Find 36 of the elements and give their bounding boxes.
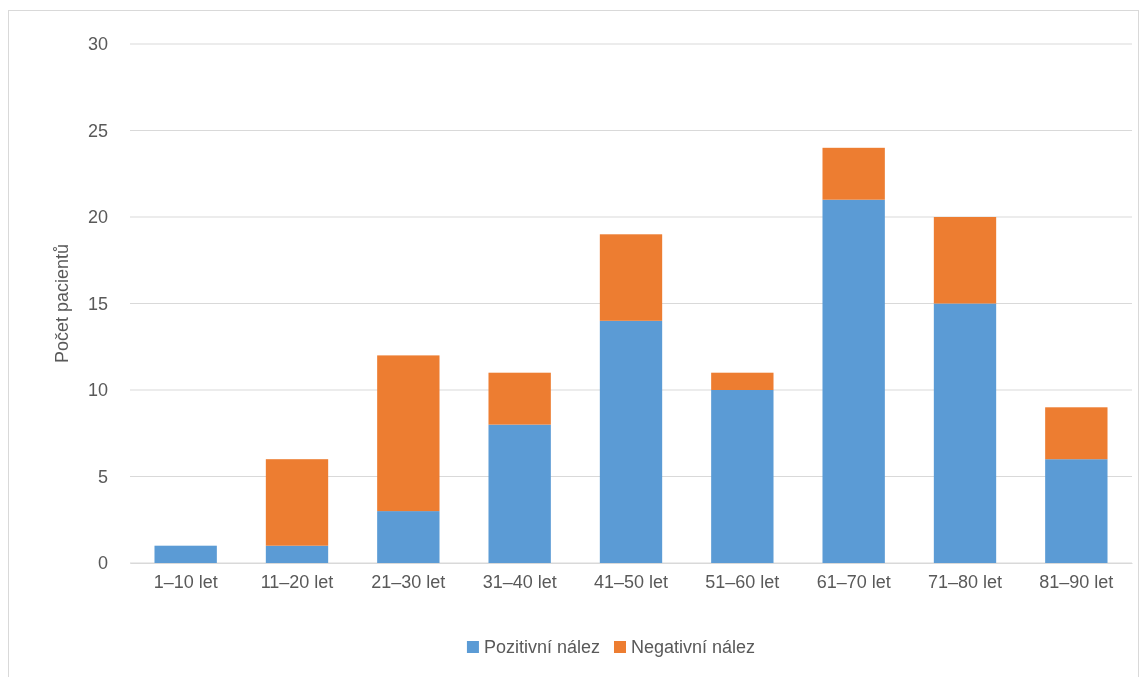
bar xyxy=(377,355,440,512)
bar xyxy=(599,234,663,321)
x-tick-label: 61–70 let xyxy=(816,571,891,592)
bar xyxy=(822,199,885,563)
y-tick-label: 5 xyxy=(97,466,108,487)
bar xyxy=(1045,407,1108,460)
y-tick-label: 30 xyxy=(87,34,108,55)
y-tick-label: 20 xyxy=(87,207,108,228)
y-tick-label: 15 xyxy=(87,293,108,314)
x-tick-label: 51–60 let xyxy=(705,571,780,592)
bar xyxy=(822,147,885,200)
bar xyxy=(488,424,551,563)
bar xyxy=(933,303,997,563)
x-tick-label: 31–40 let xyxy=(482,571,557,592)
bar xyxy=(711,372,774,390)
y-tick-label: 25 xyxy=(87,120,108,141)
bar xyxy=(599,320,663,563)
x-tick-label: 1–10 let xyxy=(153,571,218,592)
bar xyxy=(1045,459,1108,563)
x-tick-label: 11–20 let xyxy=(260,571,334,592)
bar xyxy=(377,511,440,563)
x-tick-label: 81–90 let xyxy=(1039,571,1114,592)
bar xyxy=(265,459,329,546)
x-tick-label: 71–80 let xyxy=(927,571,1003,592)
y-tick-label: 0 xyxy=(97,553,108,574)
y-axis-title: Počet pacientů xyxy=(52,243,72,364)
x-tick-label: 41–50 let xyxy=(593,571,669,592)
bar xyxy=(711,390,774,563)
legend-label: Negativní nález xyxy=(630,637,756,657)
x-tick-label: 21–30 let xyxy=(371,571,446,592)
bar xyxy=(488,372,551,425)
bar xyxy=(154,545,217,563)
legend-label: Pozitivní nález xyxy=(483,637,600,657)
bar xyxy=(933,217,997,304)
bar xyxy=(265,545,329,563)
y-tick-label: 10 xyxy=(87,380,108,401)
